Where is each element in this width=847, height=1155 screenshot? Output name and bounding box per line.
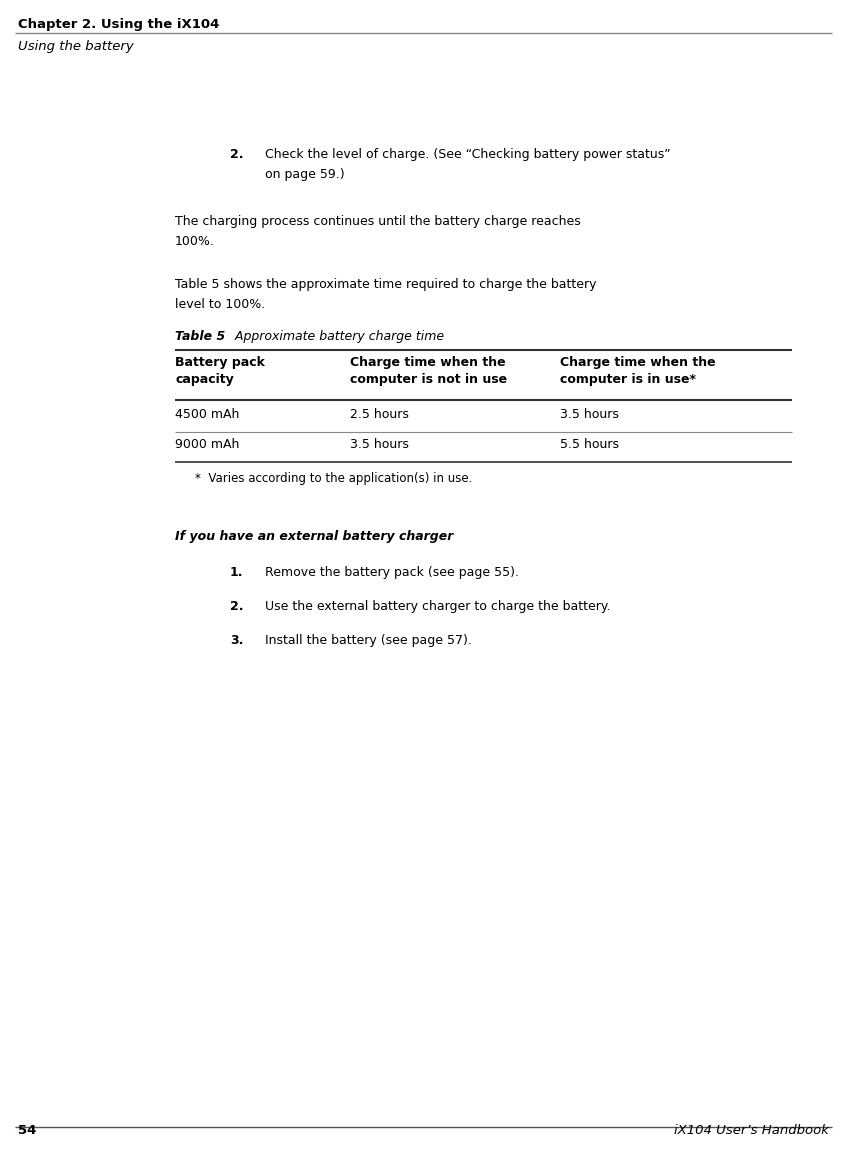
Text: computer is not in use: computer is not in use (350, 373, 507, 386)
Text: Charge time when the: Charge time when the (350, 356, 506, 368)
Text: Approximate battery charge time: Approximate battery charge time (227, 330, 444, 343)
Text: 3.: 3. (230, 634, 243, 647)
Text: Table 5 shows the approximate time required to charge the battery: Table 5 shows the approximate time requi… (175, 278, 596, 291)
Text: 4500 mAh: 4500 mAh (175, 408, 240, 422)
Text: 3.5 hours: 3.5 hours (560, 408, 619, 422)
Text: level to 100%.: level to 100%. (175, 298, 265, 311)
Text: Use the external battery charger to charge the battery.: Use the external battery charger to char… (265, 599, 611, 613)
Text: If you have an external battery charger: If you have an external battery charger (175, 530, 453, 543)
Text: 54: 54 (18, 1124, 36, 1137)
Text: The charging process continues until the battery charge reaches: The charging process continues until the… (175, 215, 581, 228)
Text: 3.5 hours: 3.5 hours (350, 438, 409, 450)
Text: 5.5 hours: 5.5 hours (560, 438, 619, 450)
Text: Battery pack: Battery pack (175, 356, 265, 368)
Text: *  Varies according to the application(s) in use.: * Varies according to the application(s)… (195, 472, 473, 485)
Text: Install the battery (see page 57).: Install the battery (see page 57). (265, 634, 472, 647)
Text: Using the battery: Using the battery (18, 40, 134, 53)
Text: iX104 User’s Handbook: iX104 User’s Handbook (674, 1124, 829, 1137)
Text: Chapter 2. Using the iX104: Chapter 2. Using the iX104 (18, 18, 219, 31)
Text: 2.: 2. (230, 599, 243, 613)
Text: computer is in use*: computer is in use* (560, 373, 696, 386)
Text: 9000 mAh: 9000 mAh (175, 438, 240, 450)
Text: Remove the battery pack (see page 55).: Remove the battery pack (see page 55). (265, 566, 519, 579)
Text: 2.: 2. (230, 148, 243, 161)
Text: 2.5 hours: 2.5 hours (350, 408, 409, 422)
Text: on page 59.): on page 59.) (265, 167, 345, 181)
Text: 1.: 1. (230, 566, 243, 579)
Text: Check the level of charge. (See “Checking battery power status”: Check the level of charge. (See “Checkin… (265, 148, 671, 161)
Text: capacity: capacity (175, 373, 234, 386)
Text: Table 5: Table 5 (175, 330, 225, 343)
Text: Charge time when the: Charge time when the (560, 356, 716, 368)
Text: 100%.: 100%. (175, 234, 215, 248)
